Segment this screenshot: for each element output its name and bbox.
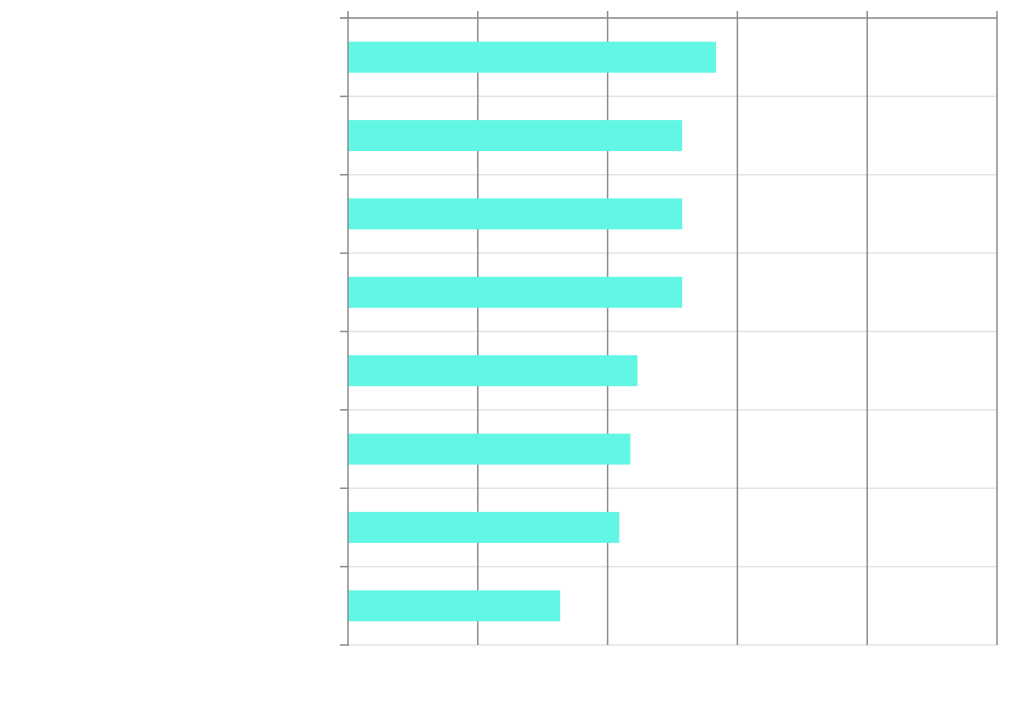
bar-layer	[348, 41, 716, 622]
bar	[348, 433, 631, 465]
axis-layer	[340, 11, 997, 646]
bar	[348, 41, 716, 73]
bar	[348, 355, 638, 387]
bar	[348, 120, 683, 152]
bar	[348, 198, 683, 230]
grid-layer	[348, 11, 998, 646]
bar	[348, 276, 683, 308]
bar	[348, 511, 620, 543]
bar	[348, 590, 561, 622]
